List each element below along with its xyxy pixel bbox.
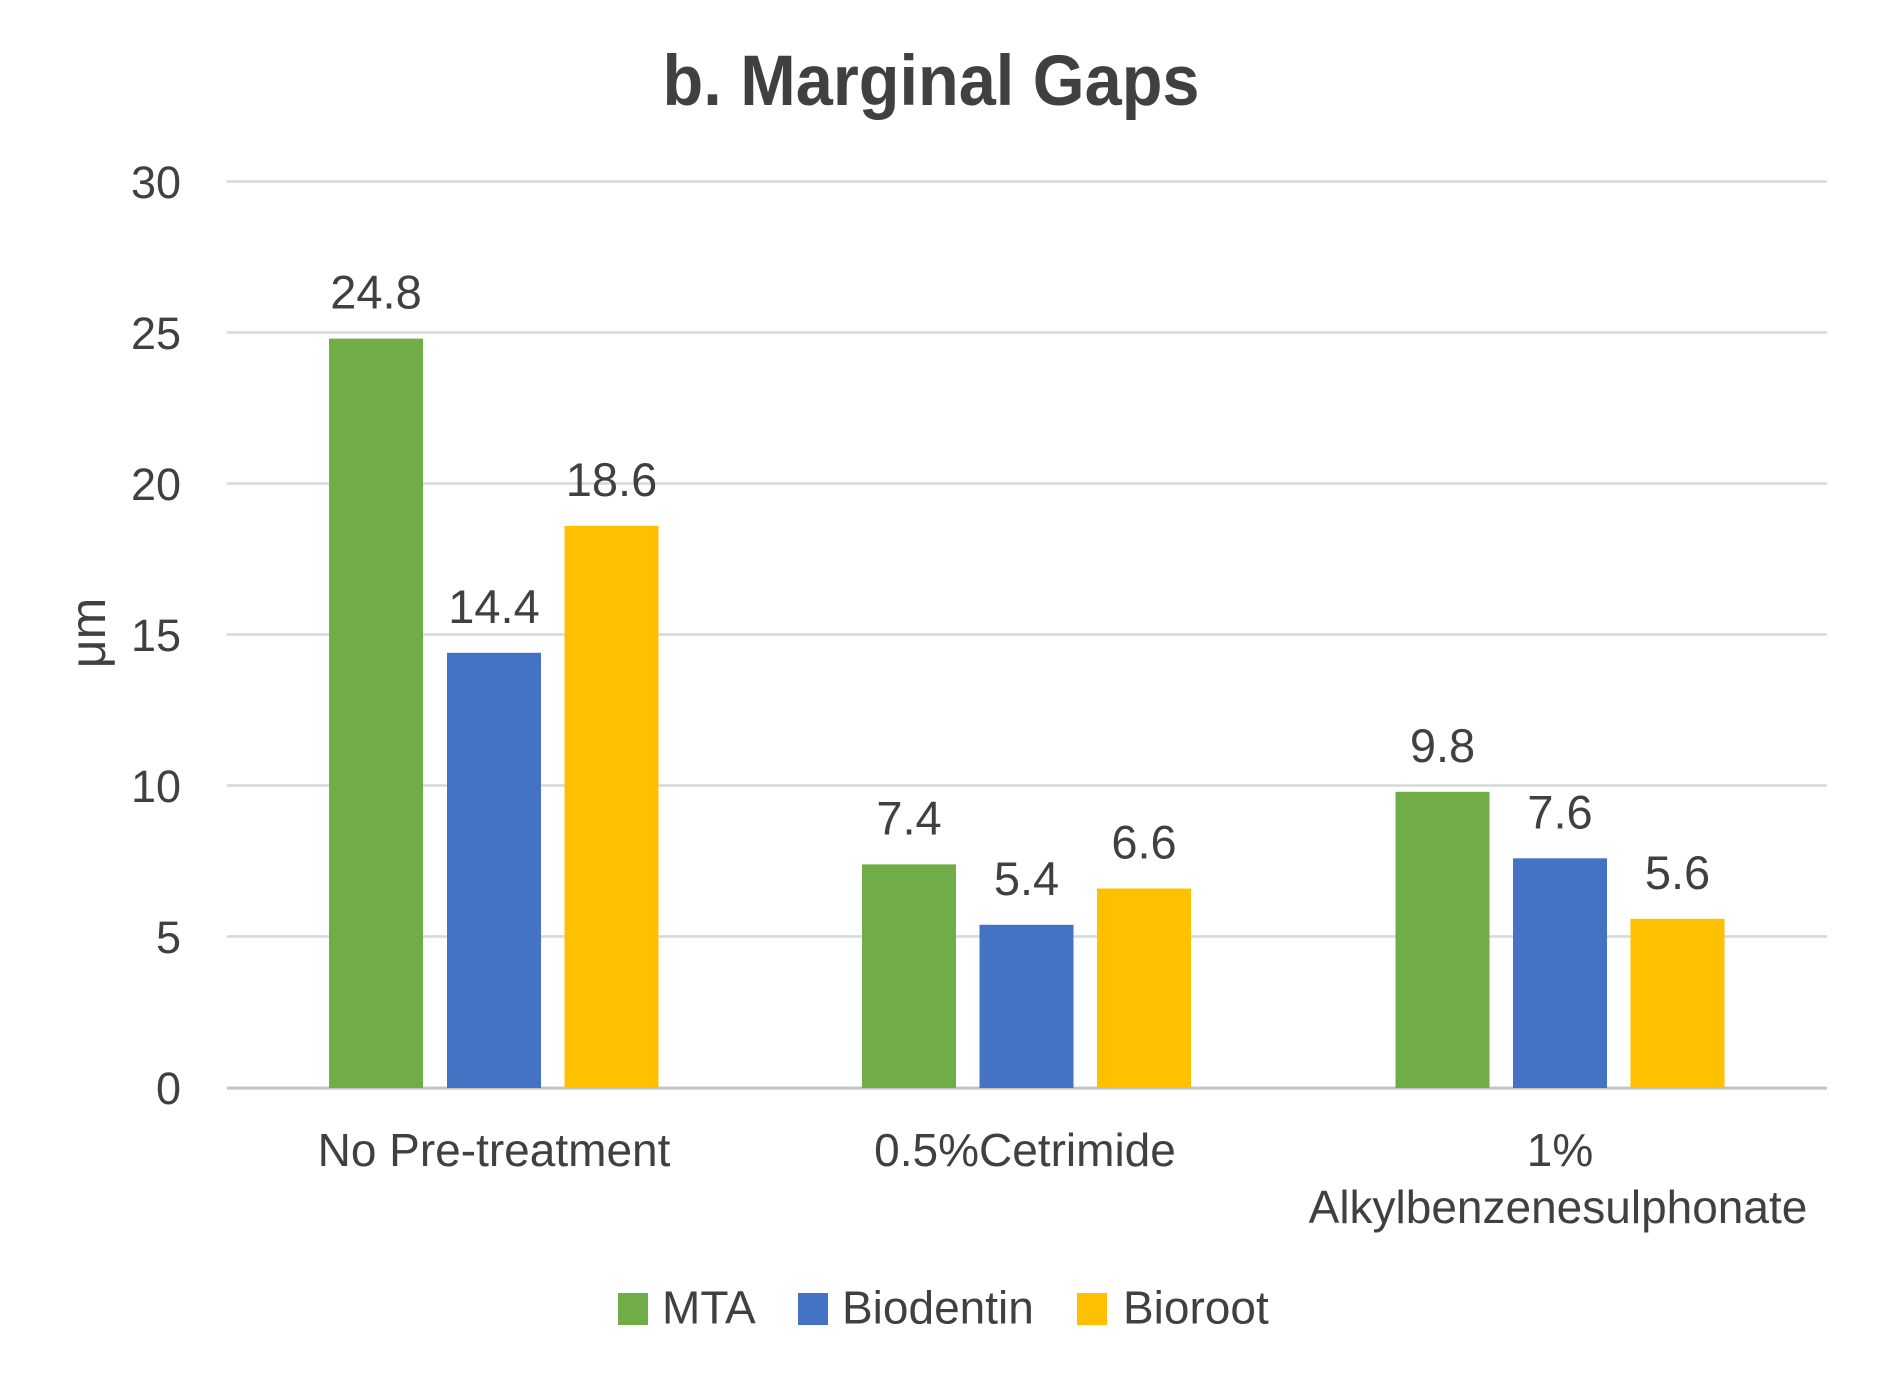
svg-text:20: 20 <box>131 459 181 510</box>
svg-text:MTA: MTA <box>662 1281 756 1333</box>
svg-text:b. Marginal Gaps: b. Marginal Gaps <box>663 42 1200 121</box>
svg-text:24.8: 24.8 <box>330 266 421 319</box>
svg-text:18.6: 18.6 <box>566 453 657 506</box>
svg-text:30: 30 <box>131 157 181 208</box>
svg-text:0: 0 <box>156 1063 181 1114</box>
svg-text:Biodentin: Biodentin <box>842 1281 1034 1333</box>
svg-text:14.4: 14.4 <box>448 580 539 633</box>
svg-text:15: 15 <box>131 610 181 661</box>
svg-text:5: 5 <box>156 912 181 963</box>
svg-text:10: 10 <box>131 761 181 812</box>
svg-text:Alkylbenzenesulphonate: Alkylbenzenesulphonate <box>1309 1181 1808 1233</box>
svg-text:μm: μm <box>60 598 116 668</box>
svg-text:No Pre-treatment: No Pre-treatment <box>318 1124 671 1176</box>
svg-text:0.5%Cetrimide: 0.5%Cetrimide <box>874 1124 1176 1176</box>
svg-text:7.6: 7.6 <box>1527 785 1592 838</box>
svg-text:6.6: 6.6 <box>1111 816 1176 869</box>
svg-text:9.8: 9.8 <box>1410 719 1475 772</box>
svg-text:7.4: 7.4 <box>876 791 941 844</box>
svg-text:1%: 1% <box>1527 1124 1593 1176</box>
svg-text:Bioroot: Bioroot <box>1123 1281 1269 1333</box>
svg-text:25: 25 <box>131 308 181 359</box>
svg-text:5.4: 5.4 <box>994 852 1059 905</box>
svg-text:5.6: 5.6 <box>1645 846 1710 899</box>
